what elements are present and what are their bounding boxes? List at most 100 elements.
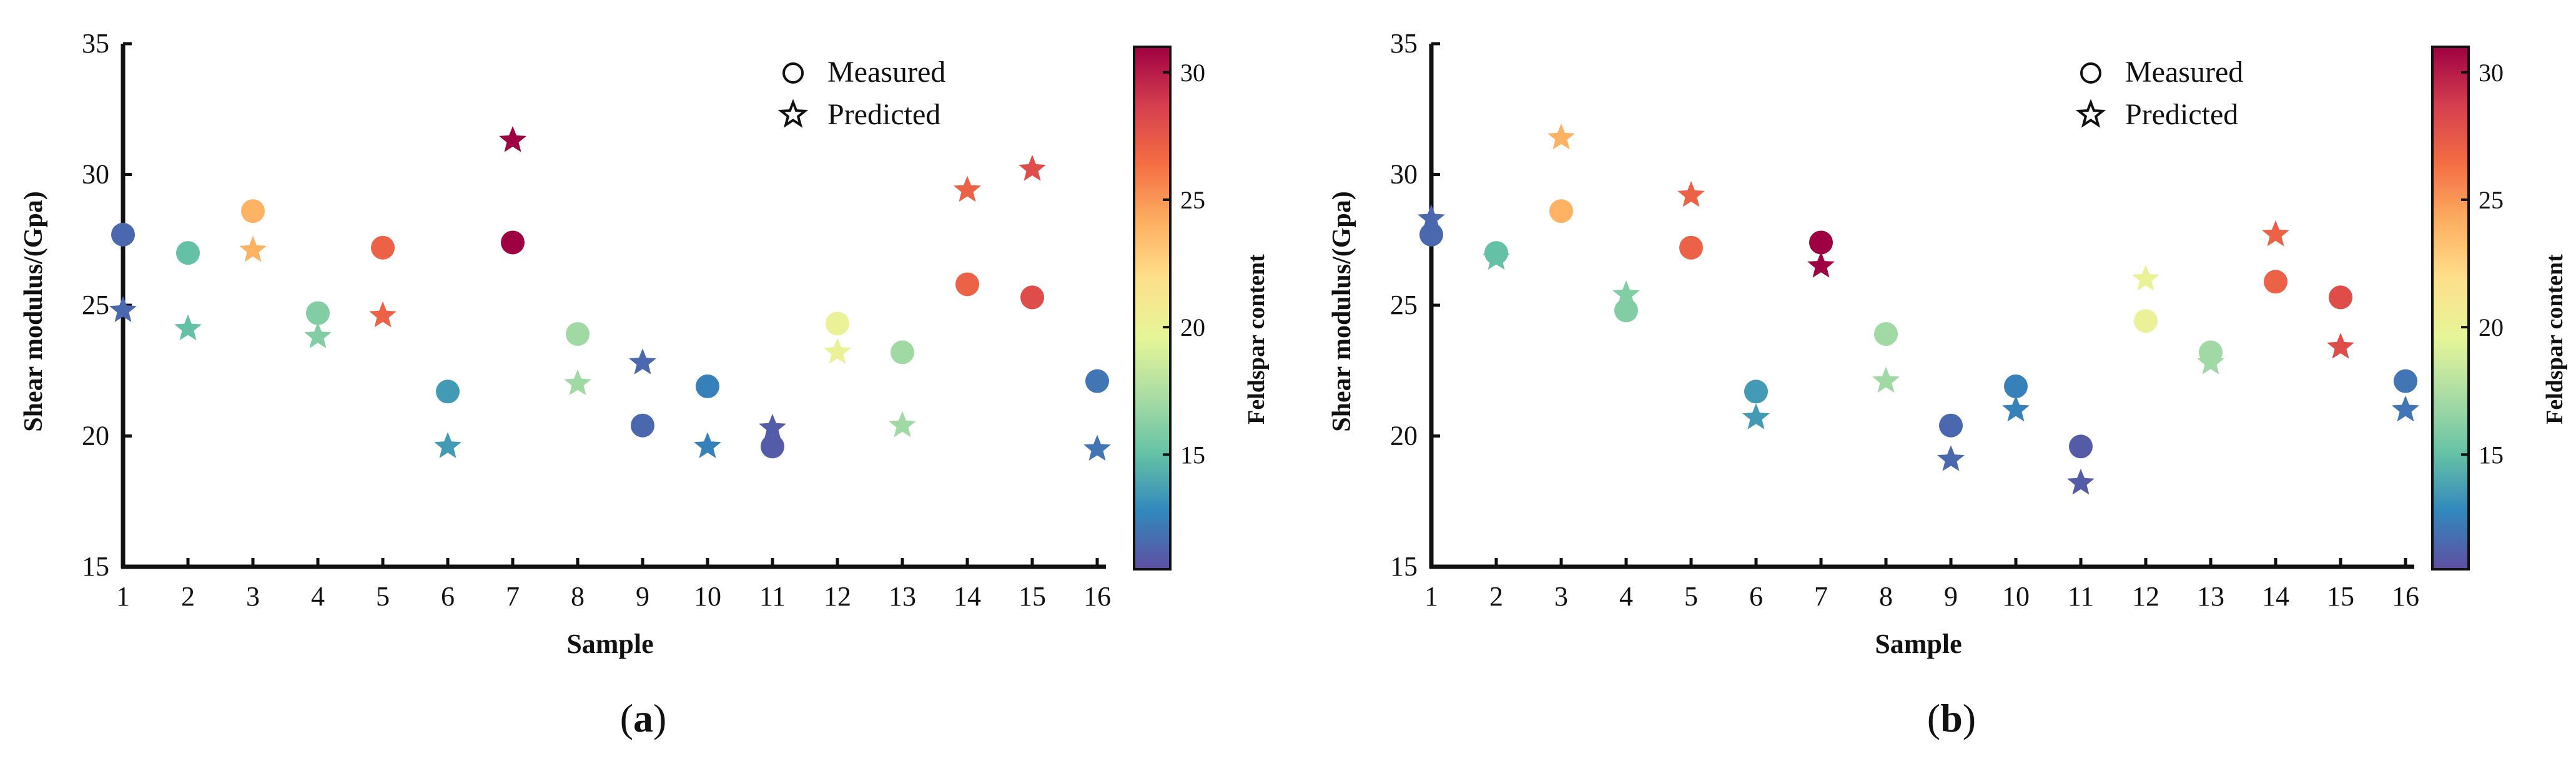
x-tick-label: 2 xyxy=(181,581,195,612)
measured-point xyxy=(826,311,849,336)
y-axis-label: Shear modulus/(Gpa) xyxy=(1328,191,1356,432)
measured-point xyxy=(2004,374,2028,398)
measured-point xyxy=(2329,285,2352,310)
predicted-point xyxy=(1019,155,1046,181)
y-tick-label: 25 xyxy=(1390,290,1418,320)
measured-point xyxy=(1874,322,1898,346)
measured-point xyxy=(2264,270,2287,294)
legend-entry-measured: Measured xyxy=(2125,56,2243,89)
x-tick-label: 1 xyxy=(1424,581,1438,612)
measured-point xyxy=(1020,285,1044,310)
legend-entry-predicted: Predicted xyxy=(2125,98,2238,131)
predicted-point xyxy=(2067,468,2095,495)
x-tick-label: 5 xyxy=(1684,581,1698,612)
colorbar-tick-label: 20 xyxy=(2479,313,2504,341)
x-tick-label: 4 xyxy=(1619,581,1633,612)
x-tick-label: 3 xyxy=(1554,581,1568,612)
x-tick-label: 4 xyxy=(311,581,325,612)
legend-star-icon xyxy=(2075,99,2106,128)
predicted-point xyxy=(1083,434,1111,461)
predicted-point xyxy=(2327,333,2354,359)
colorbar-tick-label: 25 xyxy=(1180,186,1205,214)
predicted-point xyxy=(694,432,721,458)
x-tick-label: 7 xyxy=(1814,581,1828,612)
y-axis-label: Shear modulus/(Gpa) xyxy=(19,191,48,432)
x-tick-label: 16 xyxy=(1083,581,1111,612)
measured-point xyxy=(1549,199,1573,223)
predicted-point xyxy=(2262,220,2289,247)
x-tick-label: 6 xyxy=(441,581,455,612)
y-tick-label: 30 xyxy=(82,159,109,190)
y-tick-label: 25 xyxy=(82,290,109,320)
x-tick-label: 14 xyxy=(2262,581,2289,612)
measured-point xyxy=(1484,241,1508,265)
x-tick-label: 12 xyxy=(2132,581,2159,612)
measured-point xyxy=(631,413,654,438)
x-tick-label: 9 xyxy=(1944,581,1958,612)
colorbar-tick-label: 30 xyxy=(1180,59,1205,87)
predicted-point xyxy=(1677,181,1705,207)
predicted-point xyxy=(629,348,656,375)
predicted-point xyxy=(564,369,591,396)
predicted-point xyxy=(2392,395,2419,422)
x-axis-label: Sample xyxy=(1875,629,1962,659)
colorbar xyxy=(1133,46,1172,571)
measured-point xyxy=(176,241,200,265)
legend-entry-measured: Measured xyxy=(827,56,945,89)
legend: Measured Predicted xyxy=(777,56,945,131)
x-tick-label: 8 xyxy=(571,581,585,612)
panel-label: (b) xyxy=(1927,696,1976,740)
predicted-point xyxy=(824,338,851,364)
predicted-point xyxy=(174,314,202,341)
y-tick-label: 35 xyxy=(82,28,109,59)
measured-point xyxy=(891,340,914,365)
predicted-point xyxy=(1418,204,1445,231)
x-tick-label: 3 xyxy=(246,581,260,612)
legend: Measured Predicted xyxy=(2075,56,2243,131)
panel-label: (a) xyxy=(620,696,667,740)
predicted-point xyxy=(499,126,526,152)
measured-point xyxy=(761,434,784,459)
x-tick-label: 1 xyxy=(116,581,130,612)
colorbar-label: Feldspar content xyxy=(1243,254,1270,424)
measured-point xyxy=(1744,380,1768,404)
colorbar-tick-label: 15 xyxy=(2479,441,2504,469)
legend-entry-predicted: Predicted xyxy=(827,98,940,131)
predicted-point xyxy=(2002,395,2030,422)
colorbar xyxy=(2431,46,2470,571)
x-tick-label: 11 xyxy=(2068,581,2094,612)
x-tick-label: 11 xyxy=(759,581,786,612)
measured-point xyxy=(306,301,330,325)
predicted-point xyxy=(369,301,397,328)
legend-star-icon xyxy=(777,99,809,128)
predicted-point xyxy=(954,175,981,202)
predicted-point xyxy=(759,413,786,440)
x-tick-label: 8 xyxy=(1879,581,1893,612)
measured-point xyxy=(1085,369,1109,393)
measured-point xyxy=(566,322,590,346)
x-tick-label: 16 xyxy=(2392,581,2419,612)
x-tick-label: 15 xyxy=(2327,581,2354,612)
predicted-point xyxy=(1612,280,1640,306)
colorbar-label: Feldspar content xyxy=(2542,254,2568,424)
y-tick-label: 20 xyxy=(1390,421,1418,451)
predicted-point xyxy=(1742,403,1770,429)
measured-point xyxy=(2134,309,2158,333)
colorbar-tick-label: 30 xyxy=(2479,59,2504,87)
measured-point xyxy=(2394,369,2417,393)
predicted-point xyxy=(1807,252,1835,278)
predicted-point xyxy=(109,296,137,322)
y-tick-label: 30 xyxy=(1390,159,1418,190)
measured-point xyxy=(2069,434,2093,459)
x-tick-label: 12 xyxy=(824,581,851,612)
colorbar-tick-label: 20 xyxy=(1180,313,1205,341)
x-tick-label: 13 xyxy=(889,581,916,612)
x-tick-label: 2 xyxy=(1489,581,1503,612)
measured-point xyxy=(2199,340,2223,365)
y-tick-label: 15 xyxy=(82,551,109,582)
predicted-point xyxy=(239,236,267,262)
measured-point xyxy=(501,230,525,255)
x-tick-label: 5 xyxy=(376,581,390,612)
